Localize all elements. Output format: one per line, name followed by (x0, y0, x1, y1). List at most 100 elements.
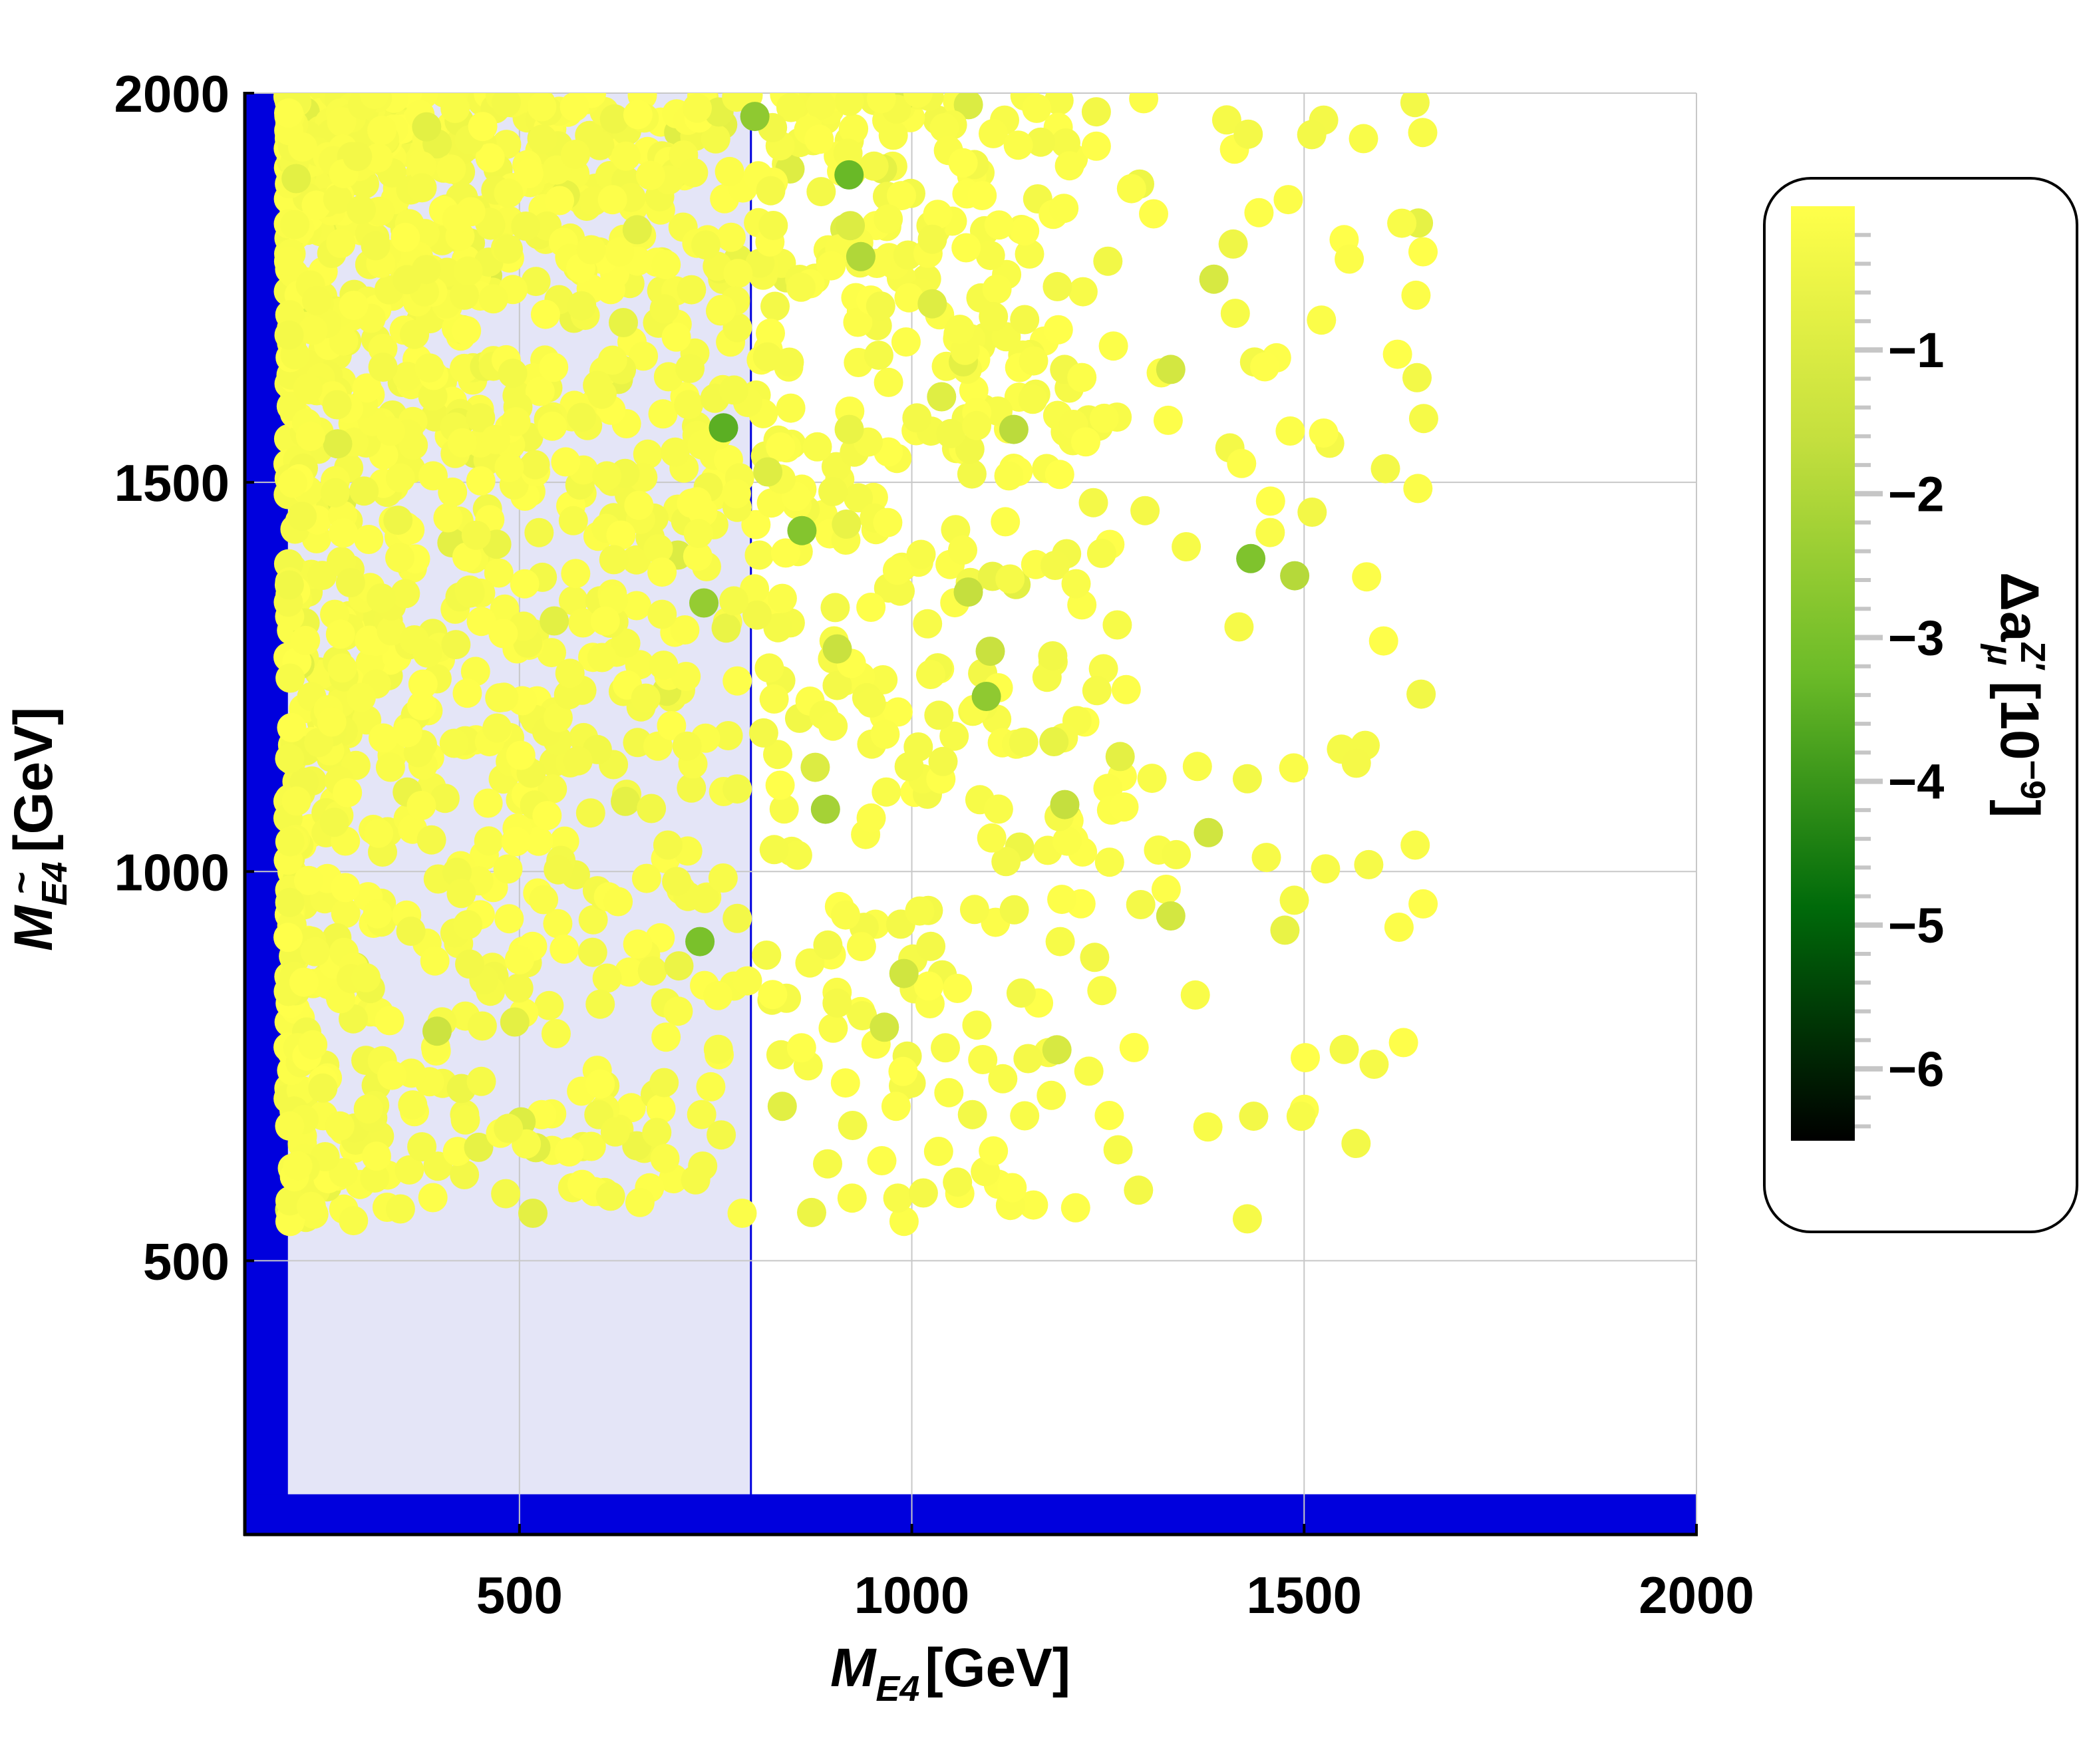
data-point (905, 896, 935, 926)
data-point (1019, 346, 1048, 376)
data-point (277, 712, 307, 742)
data-point (391, 223, 420, 252)
data-point (331, 899, 361, 928)
data-point (326, 228, 356, 258)
data-point (916, 660, 945, 689)
data-point (1387, 208, 1417, 238)
data-point (719, 375, 749, 405)
data-point (838, 1111, 868, 1140)
data-point (585, 130, 615, 160)
data-point (391, 579, 420, 609)
data-point (544, 855, 573, 885)
data-point (407, 151, 436, 181)
data-point (575, 798, 605, 828)
x-axis-title-main: M (830, 1638, 877, 1698)
data-point (1051, 128, 1080, 158)
data-point (452, 316, 482, 346)
y-axis-title-group: ME4 [GeV] ~ (0, 707, 75, 951)
data-point (609, 308, 638, 337)
data-point (278, 468, 307, 498)
data-point (713, 721, 743, 750)
data-point (923, 1137, 953, 1166)
data-point (287, 502, 317, 531)
data-point (802, 432, 832, 462)
colorbar-tick-label-1: −1 (1888, 323, 1944, 378)
data-point (837, 1183, 867, 1213)
data-point (317, 707, 347, 737)
data-point-highlight-19 (422, 1016, 452, 1046)
data-point (723, 259, 753, 289)
data-point (756, 318, 785, 348)
data-point (585, 989, 615, 1019)
data-point (590, 606, 620, 636)
data-point (1255, 517, 1285, 547)
data-point (1130, 496, 1160, 525)
data-point (732, 966, 762, 996)
data-point (567, 402, 597, 432)
data-point (524, 517, 554, 547)
data-point (320, 478, 350, 508)
data-point (466, 403, 496, 433)
data-point (991, 507, 1021, 537)
data-point (450, 1105, 480, 1135)
data-point (375, 752, 405, 782)
data-point (677, 275, 707, 305)
data-point (687, 1100, 717, 1129)
data-point (1307, 305, 1337, 335)
data-point (541, 1019, 571, 1048)
data-point (1052, 826, 1082, 856)
data-point (834, 414, 864, 444)
data-point (675, 353, 705, 383)
data-point (354, 525, 384, 554)
data-point (687, 430, 717, 460)
data-point (786, 272, 816, 302)
data-point (719, 586, 749, 616)
data-point (629, 341, 659, 371)
data-point (322, 390, 352, 420)
data-point (1408, 237, 1438, 267)
data-point (891, 327, 921, 357)
data-point (1309, 418, 1339, 448)
data-point (759, 684, 789, 714)
data-point (291, 625, 321, 655)
data-point (325, 1111, 355, 1141)
x-tick-label-2000: 2000 (1639, 1566, 1754, 1624)
data-point (928, 746, 958, 776)
data-point (647, 599, 677, 629)
data-point (839, 114, 869, 144)
data-point (1162, 839, 1192, 869)
colorbar: −1 −2 −3 −4 −5 −6 ΔaZ′μ [10−9] (1763, 177, 2078, 1233)
data-point (611, 628, 641, 658)
data-point (361, 1141, 391, 1171)
data-point (436, 154, 466, 184)
data-point (506, 740, 536, 770)
data-point (501, 827, 531, 857)
data-point (331, 873, 361, 903)
data-point (951, 233, 981, 263)
data-point (683, 93, 712, 123)
data-point (670, 615, 700, 645)
data-point (663, 996, 693, 1026)
data-point (1403, 474, 1433, 504)
colorbar-title-group: ΔaZ′μ [10−9] (1980, 572, 2052, 817)
data-point (647, 557, 677, 587)
colorbar-tick-label-5: −5 (1888, 898, 1944, 953)
data-point (962, 410, 992, 440)
data-point (1224, 612, 1254, 642)
data-point-highlight-16 (822, 634, 852, 664)
data-point (296, 1191, 326, 1221)
data-point (997, 1173, 1027, 1203)
data-point (543, 909, 573, 939)
data-point (769, 794, 799, 824)
data-point (623, 929, 653, 959)
data-point (376, 416, 405, 446)
data-point (661, 322, 691, 352)
data-point (473, 788, 503, 818)
data-point (349, 476, 379, 506)
data-point (383, 506, 413, 535)
data-point (742, 600, 772, 630)
data-point (298, 315, 328, 345)
data-point (1151, 875, 1181, 904)
colorbar-gradient-bar (1791, 206, 1855, 1141)
data-point (275, 827, 305, 857)
